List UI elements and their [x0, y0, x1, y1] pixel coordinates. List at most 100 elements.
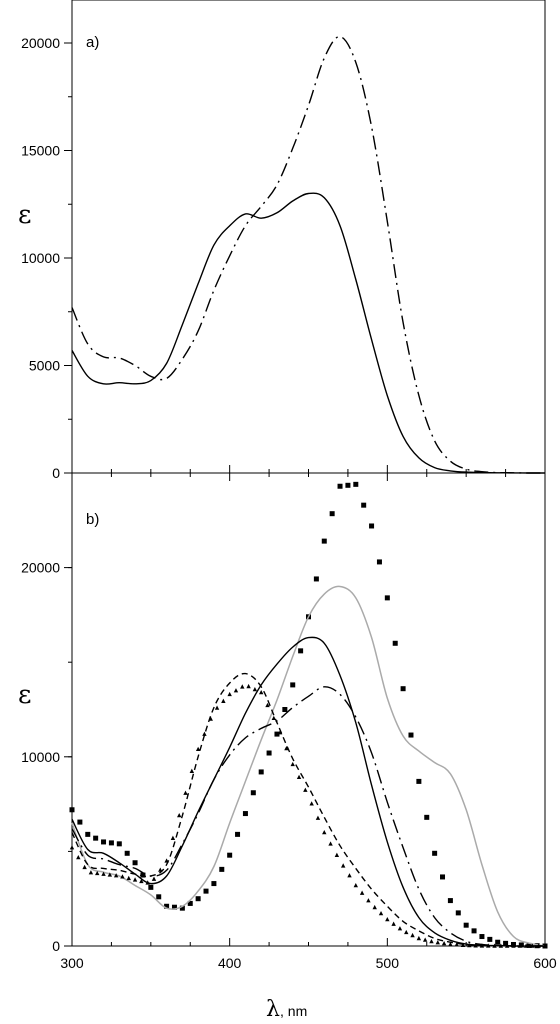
- triangle-marker: [233, 688, 239, 693]
- triangle-marker: [309, 801, 314, 806]
- square-marker: [487, 936, 493, 942]
- triangle-marker: [391, 921, 396, 926]
- square-marker: [235, 831, 241, 837]
- triangle-marker: [296, 774, 302, 780]
- triangle-marker: [429, 938, 434, 944]
- triangle-marker: [397, 926, 403, 931]
- panel-a-series: [71, 35, 545, 474]
- square-marker: [479, 934, 485, 940]
- triangle-marker: [435, 940, 440, 945]
- triangle-marker: [454, 942, 459, 947]
- panel-a-series-dash-dot: [71, 35, 545, 474]
- triangle-marker: [107, 872, 113, 877]
- square-marker: [274, 731, 280, 737]
- square-marker: [116, 841, 122, 847]
- panel-b-y-tick-label: 0: [52, 938, 60, 954]
- triangle-marker: [385, 917, 390, 922]
- triangle-marker: [177, 812, 182, 818]
- panel-b-x-tick-label: 500: [376, 955, 400, 971]
- triangle-marker: [132, 877, 138, 882]
- panel-b-series: [69, 481, 548, 949]
- triangle-marker: [536, 943, 541, 948]
- square-marker: [85, 831, 91, 837]
- square-marker: [266, 750, 272, 756]
- panel-a-y-axis-label: ε: [18, 200, 31, 230]
- square-marker: [455, 910, 461, 916]
- square-marker: [171, 904, 177, 910]
- square-marker: [495, 939, 501, 945]
- triangle-marker: [486, 943, 491, 948]
- triangle-marker: [366, 898, 371, 903]
- triangle-marker: [265, 702, 270, 708]
- square-marker: [124, 850, 130, 856]
- square-marker: [164, 903, 170, 909]
- triangle-marker: [322, 829, 327, 835]
- square-marker: [337, 483, 343, 489]
- triangle-marker: [69, 845, 75, 850]
- triangle-marker: [82, 864, 87, 870]
- square-marker: [384, 595, 390, 601]
- triangle-marker: [202, 731, 207, 736]
- triangle-marker: [88, 870, 94, 875]
- square-marker: [408, 732, 414, 738]
- panel-b-y-tick-label: 10000: [21, 749, 60, 765]
- triangle-marker: [410, 932, 415, 938]
- triangle-marker: [359, 890, 365, 895]
- triangle-marker: [422, 937, 428, 942]
- triangle-marker: [523, 943, 529, 948]
- triangle-marker: [120, 874, 125, 879]
- triangle-marker: [76, 854, 81, 860]
- square-marker: [432, 850, 438, 856]
- triangle-marker: [334, 852, 340, 857]
- square-marker: [69, 807, 75, 813]
- triangle-marker: [448, 941, 453, 947]
- square-marker: [179, 905, 185, 911]
- triangle-marker: [284, 745, 289, 751]
- triangle-marker: [113, 873, 119, 878]
- triangle-marker: [542, 943, 548, 948]
- panel-a-y-tick-label: 15000: [21, 143, 60, 159]
- triangle-marker: [441, 940, 447, 946]
- square-marker: [503, 940, 509, 946]
- panel-a-y-tick-label: 10000: [21, 250, 60, 266]
- triangle-marker: [353, 882, 358, 888]
- square-marker: [101, 839, 107, 845]
- x-axis-label-unit: , nm: [280, 1003, 307, 1019]
- panel-b-series-dashed: [71, 672, 545, 947]
- square-marker: [148, 884, 154, 890]
- triangle-marker: [240, 684, 245, 689]
- panel-b-y-tick-label: 20000: [21, 560, 60, 576]
- square-marker: [353, 481, 359, 487]
- triangle-marker: [139, 878, 144, 884]
- panel-b-series-solid-gray: [71, 585, 546, 947]
- triangle-marker: [404, 929, 409, 935]
- triangle-marker: [101, 871, 106, 876]
- triangle-marker: [246, 683, 251, 689]
- triangle-marker: [126, 875, 131, 881]
- square-marker: [369, 523, 375, 529]
- square-marker: [132, 860, 138, 866]
- square-marker: [313, 576, 319, 582]
- triangle-marker: [189, 768, 195, 773]
- triangle-marker: [504, 943, 510, 948]
- triangle-marker: [170, 835, 176, 840]
- panel-a-y-tick-label: 0: [52, 465, 60, 481]
- square-marker: [290, 682, 296, 688]
- triangle-marker: [95, 870, 100, 876]
- panel-b-ticks: 0 10000 20000 300 400 500 600: [21, 560, 557, 971]
- triangle-marker: [145, 880, 150, 885]
- square-marker: [242, 811, 248, 817]
- triangle-marker: [271, 715, 277, 721]
- triangle-marker: [511, 943, 516, 948]
- square-marker: [447, 898, 453, 904]
- triangle-marker: [530, 943, 535, 948]
- square-marker: [416, 778, 422, 784]
- square-marker: [424, 814, 430, 820]
- panel-a-series-solid: [71, 192, 545, 474]
- square-marker: [463, 922, 469, 928]
- square-marker: [93, 835, 99, 841]
- panel-b: 0 10000 20000 300 400 500 600 b) ε λ , nm: [18, 472, 557, 1022]
- panel-a-y-tick-label: 20000: [21, 35, 60, 51]
- triangle-marker: [290, 761, 295, 767]
